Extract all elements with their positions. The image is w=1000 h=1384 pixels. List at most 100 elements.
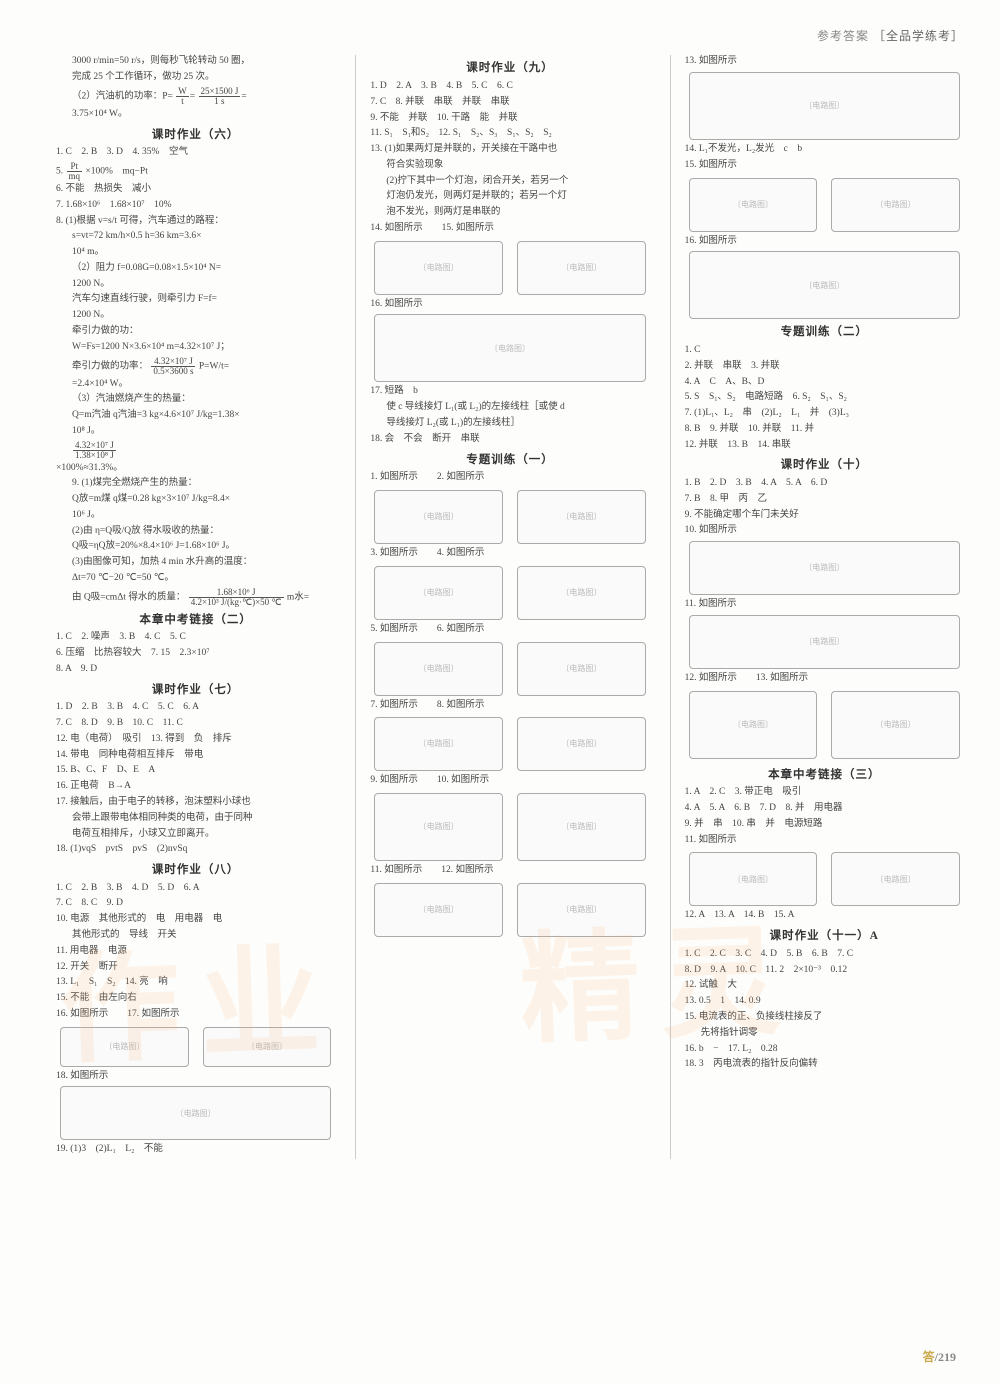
text-line: 13. L₁ S₁ S₂ 14. 亮 响 [56, 976, 335, 990]
text-line: Q放=m煤 q煤=0.28 kg×3×10⁷ J/kg=8.4× [56, 493, 335, 507]
section-title: 课时作业（十一）A [685, 928, 964, 945]
circuit-diagram: 〔电路图〕 [689, 72, 960, 140]
text-line: 导线接灯 L₂(或 L₁)的左接线柱］ [370, 417, 649, 431]
circuit-diagram: 〔电路图〕 [689, 178, 818, 232]
section-title: 专题训练（二） [685, 324, 964, 341]
circuit-diagram: 〔电路图〕 [689, 852, 818, 906]
text-line: 5. S S₁、S₂ 电路短路 6. S₂ S₁、S₂ [685, 391, 964, 405]
text-line: 1. C 2. 噪声 3. B 4. C 5. C [56, 631, 335, 645]
text-line: 18. 会 不会 断开 串联 [370, 433, 649, 447]
fraction: 25×1500 J1 s [199, 87, 241, 106]
diagram-row: 〔电路图〕 〔电路图〕 [370, 880, 649, 940]
diagram-row: 〔电路图〕 〔电路图〕 [370, 714, 649, 774]
text-line: 7. B 8. 甲 丙 乙 [685, 493, 964, 507]
text-line: 18. (1)vqS pvtS pvS (2)nvSq [56, 843, 335, 857]
text-line: 12. 试触 大 [685, 979, 964, 993]
text-line: Q=m汽油 q汽油=3 kg×4.6×10⁷ J/kg=1.38× [56, 409, 335, 423]
text-line: 16. b − 17. L₂ 0.28 [685, 1043, 964, 1057]
text-line: ×100%≈31.3%。 [56, 462, 335, 476]
text-line: 10. 如图所示 [685, 524, 964, 538]
text-line: 7. (1)L₁、L₂ 串 (2)L₂ L₁ 并 (3)L₃ [685, 407, 964, 421]
text-line: 17. 短路 b [370, 385, 649, 399]
page-footer: 答/219 [923, 1349, 956, 1366]
header-brand: ［全品学练考］ [873, 29, 964, 43]
text-line: 7. 如图所示 8. 如图所示 [370, 699, 649, 713]
text-line: 12. 开关 断开 [56, 961, 335, 975]
text-line: 11. 如图所示 [685, 598, 964, 612]
section-title: 课时作业（七） [56, 682, 335, 699]
text-line: 11. 如图所示 [685, 834, 964, 848]
text-line: 1. C 2. B 3. B 4. D 5. D 6. A [56, 882, 335, 896]
circuit-diagram: 〔电路图〕 [517, 241, 646, 295]
text-line: 10. 电源 其他形式的 电 用电器 电 [56, 913, 335, 927]
text-line: 8. (1)根据 v=s/t 可得，汽车通过的路程： [56, 215, 335, 229]
circuit-diagram: 〔电路图〕 [374, 490, 503, 544]
text-line: 7. C 8. C 9. D [56, 897, 335, 911]
text-line: 4.32×10⁷ J1.38×10⁸ J [56, 441, 335, 460]
text-line: 灯泡仍发光，则两灯是并联的；若另一个灯 [370, 190, 649, 204]
text-line: Q吸=ηQ放=20%×8.4×10⁶ J=1.68×10⁶ J。 [56, 540, 335, 554]
diagram-row: 〔电路图〕 〔电路图〕 [370, 790, 649, 864]
circuit-diagram: 〔电路图〕 [831, 852, 960, 906]
text-line: 1. 如图所示 2. 如图所示 [370, 471, 649, 485]
diagram-row: 〔电路图〕 〔电路图〕 [685, 849, 964, 909]
column-2: 课时作业（九） 1. D 2. A 3. B 4. B 5. C 6. C 7.… [355, 55, 649, 1159]
circuit-diagram: 〔电路图〕 [831, 178, 960, 232]
text-line: 4. A 5. A 6. B 7. D 8. 并 用电器 [685, 802, 964, 816]
circuit-diagram: 〔电路图〕 [517, 490, 646, 544]
section-title: 本章中考链接（二） [56, 612, 335, 629]
text-line: 14. L₁不发光，L₂发光 c b [685, 143, 964, 157]
circuit-diagram: 〔电路图〕 [517, 717, 646, 771]
section-title: 课时作业（八） [56, 862, 335, 879]
text-line: 由 Q吸=cmΔt 得水的质量： 1.68×10⁶ J4.2×10³ J/(kg… [56, 588, 335, 607]
text-line: 3. 如图所示 4. 如图所示 [370, 547, 649, 561]
text-line: 12. 电（电荷） 吸引 13. 得到 负 排斥 [56, 733, 335, 747]
footer-label: 答 [923, 1350, 935, 1364]
fraction: 4.32×10⁷ J0.5×3600 s [151, 357, 195, 376]
text-line: 6. 不能 热损失 减小 [56, 183, 335, 197]
text-line: 7. 1.68×10⁶ 1.68×10⁷ 10% [56, 199, 335, 213]
text-line: 符合实验现象 [370, 159, 649, 173]
text-line: 13. 如图所示 [685, 55, 964, 69]
text-line: 15. 不能 由左向右 [56, 992, 335, 1006]
text-line: 9. 并 串 10. 串 并 电源短路 [685, 818, 964, 832]
text-line: 15. 如图所示 [685, 159, 964, 173]
circuit-diagram: 〔电路图〕 [60, 1086, 331, 1140]
diagram-row: 〔电路图〕 〔电路图〕 [685, 688, 964, 762]
diagram-row: 〔电路图〕 〔电路图〕 [370, 238, 649, 298]
text-line: 12. 并联 13. B 14. 串联 [685, 439, 964, 453]
text-line: 使 c 导线接灯 L₁(或 L₂)的左接线柱［或使 d [370, 401, 649, 415]
column-3: 13. 如图所示 〔电路图〕 14. L₁不发光，L₂发光 c b 15. 如图… [670, 55, 964, 1159]
text-line: 1. D 2. A 3. B 4. B 5. C 6. C [370, 80, 649, 94]
text-line: 18. 3 丙电流表的指针反向偏转 [685, 1058, 964, 1072]
text-line: 17. 接触后，由于电子的转移，泡沫塑料小球也 [56, 796, 335, 810]
text-line: s=vt=72 km/h×0.5 h=36 km=3.6× [56, 230, 335, 244]
text-line: 16. 正电荷 B→A [56, 780, 335, 794]
circuit-diagram: 〔电路图〕 [374, 883, 503, 937]
text-line: 15. B、C、F D、E A [56, 764, 335, 778]
circuit-diagram: 〔电路图〕 [689, 615, 960, 669]
header-left: 参考答案 [817, 29, 869, 43]
text-line: 泡不发光，则两灯是串联的 [370, 206, 649, 220]
text-line: 11. S₁ S₁和S₂ 12. S₁ S₂、S₃ S₁、S₂ S₂ [370, 127, 649, 141]
text-line: 7. C 8. 并联 串联 并联 串联 [370, 96, 649, 110]
text-line: 4. A C A、B、D [685, 376, 964, 390]
section-title: 课时作业（九） [370, 60, 649, 77]
diagram-row: 〔电路图〕 〔电路图〕 [370, 487, 649, 547]
page-header: 参考答案 ［全品学练考］ [56, 28, 964, 45]
circuit-diagram: 〔电路图〕 [689, 691, 818, 759]
text-line: 8. D 9. A 10. C 11. 2 2×10⁻³ 0.12 [685, 964, 964, 978]
circuit-diagram: 〔电路图〕 [689, 541, 960, 595]
column-1: 3000 r/min=50 r/s，则每秒飞轮转动 50 圈， 完成 25 个工… [56, 55, 335, 1159]
circuit-diagram: 〔电路图〕 [374, 642, 503, 696]
text-line: 16. 如图所示 17. 如图所示 [56, 1008, 335, 1022]
circuit-diagram: 〔电路图〕 [517, 883, 646, 937]
fraction: Wt [176, 87, 189, 106]
text-line: 10⁶ J。 [56, 509, 335, 523]
text-line: W=Fs=1200 N×3.6×10⁴ m=4.32×10⁷ J； [56, 341, 335, 355]
text-line: 1200 N。 [56, 309, 335, 323]
text-line: Δt=70 ℃−20 ℃=50 ℃。 [56, 572, 335, 586]
text-line: 10⁸ J。 [56, 425, 335, 439]
text-line: 汽车匀速直线行驶，则牵引力 F=f= [56, 293, 335, 307]
text-line: （2）阻力 f=0.08G=0.08×1.5×10⁴ N= [56, 262, 335, 276]
